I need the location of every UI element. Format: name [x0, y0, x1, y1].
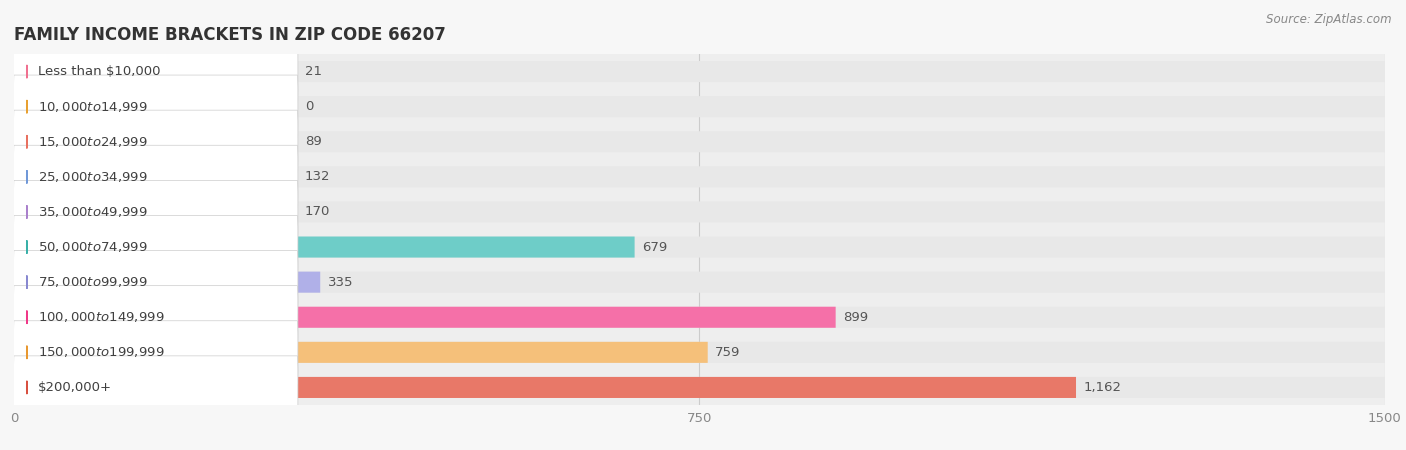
FancyBboxPatch shape	[14, 286, 298, 349]
Text: 132: 132	[305, 171, 330, 183]
FancyBboxPatch shape	[14, 61, 1385, 82]
Text: 21: 21	[305, 65, 322, 78]
Text: 899: 899	[844, 311, 868, 324]
FancyBboxPatch shape	[14, 131, 96, 152]
FancyBboxPatch shape	[14, 321, 298, 384]
Text: 89: 89	[305, 135, 322, 148]
FancyBboxPatch shape	[14, 356, 298, 419]
FancyBboxPatch shape	[14, 342, 1385, 363]
FancyBboxPatch shape	[14, 230, 1385, 265]
Text: $15,000 to $24,999: $15,000 to $24,999	[38, 135, 148, 149]
Text: $50,000 to $74,999: $50,000 to $74,999	[38, 240, 148, 254]
FancyBboxPatch shape	[14, 131, 1385, 152]
FancyBboxPatch shape	[14, 75, 298, 138]
FancyBboxPatch shape	[14, 166, 135, 187]
Text: $100,000 to $149,999: $100,000 to $149,999	[38, 310, 165, 324]
FancyBboxPatch shape	[14, 180, 298, 243]
FancyBboxPatch shape	[14, 54, 1385, 89]
FancyBboxPatch shape	[14, 194, 1385, 230]
Text: $10,000 to $14,999: $10,000 to $14,999	[38, 99, 148, 114]
FancyBboxPatch shape	[14, 145, 298, 208]
FancyBboxPatch shape	[14, 272, 1385, 292]
Text: 679: 679	[643, 241, 668, 253]
FancyBboxPatch shape	[14, 307, 835, 328]
FancyBboxPatch shape	[14, 159, 1385, 194]
Text: Source: ZipAtlas.com: Source: ZipAtlas.com	[1267, 14, 1392, 27]
FancyBboxPatch shape	[14, 96, 1385, 117]
Text: 335: 335	[328, 276, 353, 288]
FancyBboxPatch shape	[14, 251, 298, 314]
Text: $35,000 to $49,999: $35,000 to $49,999	[38, 205, 148, 219]
FancyBboxPatch shape	[14, 237, 634, 257]
Text: $25,000 to $34,999: $25,000 to $34,999	[38, 170, 148, 184]
FancyBboxPatch shape	[14, 202, 1385, 222]
FancyBboxPatch shape	[14, 300, 1385, 335]
Text: 1,162: 1,162	[1084, 381, 1122, 394]
FancyBboxPatch shape	[14, 166, 1385, 187]
FancyBboxPatch shape	[14, 307, 1385, 328]
Text: 0: 0	[305, 100, 314, 113]
FancyBboxPatch shape	[14, 342, 707, 363]
Text: $75,000 to $99,999: $75,000 to $99,999	[38, 275, 148, 289]
FancyBboxPatch shape	[14, 265, 1385, 300]
FancyBboxPatch shape	[14, 272, 321, 292]
FancyBboxPatch shape	[14, 89, 1385, 124]
FancyBboxPatch shape	[14, 110, 298, 173]
FancyBboxPatch shape	[14, 377, 1076, 398]
FancyBboxPatch shape	[14, 377, 1385, 398]
Text: Less than $10,000: Less than $10,000	[38, 65, 160, 78]
FancyBboxPatch shape	[14, 216, 298, 279]
Text: 759: 759	[716, 346, 741, 359]
FancyBboxPatch shape	[14, 40, 298, 103]
FancyBboxPatch shape	[14, 370, 1385, 405]
Text: 170: 170	[305, 206, 330, 218]
Text: $200,000+: $200,000+	[38, 381, 112, 394]
FancyBboxPatch shape	[14, 335, 1385, 370]
Text: $150,000 to $199,999: $150,000 to $199,999	[38, 345, 165, 360]
FancyBboxPatch shape	[14, 202, 170, 222]
FancyBboxPatch shape	[14, 61, 34, 82]
Text: FAMILY INCOME BRACKETS IN ZIP CODE 66207: FAMILY INCOME BRACKETS IN ZIP CODE 66207	[14, 26, 446, 44]
FancyBboxPatch shape	[14, 237, 1385, 257]
FancyBboxPatch shape	[14, 124, 1385, 159]
